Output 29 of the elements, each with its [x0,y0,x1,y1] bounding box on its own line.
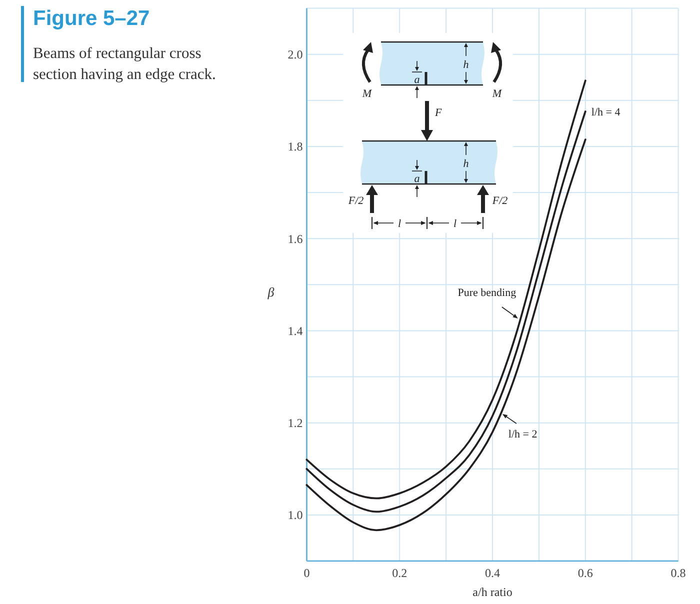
x-axis-title: a/h ratio [472,585,512,599]
annotation: M [361,88,372,100]
annotation: F/2 [491,195,508,207]
x-tick-label: 0.8 [670,566,686,580]
text: Beams of rectangular cross section having an edge crack. [33,45,216,83]
annotation: h [463,59,470,71]
y-tick-label: 1.0 [288,508,303,522]
annotation: a [414,173,420,185]
legend-label: l/h = 2 [508,428,538,440]
y-tick-label: 1.4 [288,324,303,338]
x-tick-label: 0 [304,566,310,580]
annotation: M [491,88,502,100]
y-tick-label: 1.2 [288,416,303,430]
y-axis-title: β [266,284,275,300]
series-label: Pure bending [458,286,517,299]
x-tick-label: 0.2 [392,566,408,580]
series-label: l/h = 4 [591,106,621,118]
x-tick-label: 0.6 [578,566,593,580]
y-tick-label: 1.8 [288,140,303,154]
annotation: l [398,218,402,230]
x-tick-label: 0.4 [485,566,500,580]
y-tick-label: 1.6 [288,232,303,246]
text: Figure 5–27 [33,7,150,30]
annotation: F/2 [347,195,364,207]
y-tick-label: 2.0 [288,48,303,62]
annotation: F [434,107,442,119]
annotation: h [463,158,470,170]
annotation: a [414,74,420,86]
annotation: l [453,218,457,230]
